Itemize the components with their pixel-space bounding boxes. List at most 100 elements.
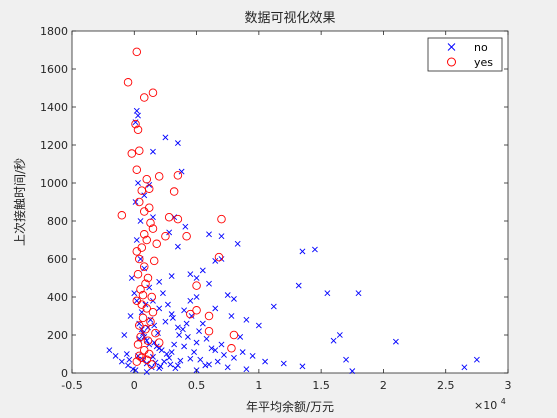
data-point-no	[392, 338, 399, 345]
data-point-no	[151, 322, 158, 329]
data-point-no	[199, 267, 206, 274]
data-point-no	[197, 356, 204, 363]
x-axis-exponent: ×10 4	[474, 397, 506, 412]
data-point-no	[160, 290, 166, 297]
y-tick-label: 1000	[40, 177, 68, 190]
data-point-no	[183, 320, 190, 327]
data-point-no	[174, 243, 181, 250]
data-point-no	[155, 330, 161, 337]
data-point-yes	[135, 351, 144, 361]
data-point-no	[231, 295, 237, 302]
data-point-no	[106, 347, 113, 354]
data-point-yes	[136, 285, 145, 294]
data-point-no	[214, 358, 221, 365]
data-point-yes	[173, 171, 183, 180]
data-point-yes	[192, 281, 201, 290]
data-point-no	[237, 333, 244, 340]
data-point-no	[243, 316, 250, 323]
data-point-yes	[186, 309, 195, 319]
data-point-no	[199, 320, 206, 327]
data-point-no	[181, 307, 188, 314]
data-point-no	[150, 148, 156, 155]
legend-yes-marker	[447, 57, 456, 67]
data-point-no	[330, 337, 337, 344]
data-point-yes	[217, 214, 226, 224]
x-tick-label: -0.5	[61, 379, 82, 392]
data-point-yes	[151, 328, 160, 338]
data-point-yes	[133, 125, 143, 135]
data-point-yes	[148, 224, 158, 233]
data-point-yes	[141, 279, 150, 288]
data-point-yes	[135, 254, 144, 264]
data-point-no	[193, 339, 200, 346]
data-point-no	[221, 352, 227, 358]
data-point-no	[355, 290, 362, 297]
data-point-yes	[132, 357, 142, 366]
data-point-yes	[204, 311, 214, 321]
y-tick-label: 200	[47, 329, 68, 342]
data-point-no	[132, 367, 139, 374]
data-point-no	[158, 347, 165, 354]
data-point-no	[206, 231, 212, 238]
data-point-no	[181, 343, 188, 350]
data-point-no	[178, 168, 185, 175]
data-point-no	[123, 351, 130, 357]
data-point-no	[193, 294, 200, 300]
x-axis-exponent-base: ×10	[474, 399, 497, 412]
data-point-no	[162, 134, 169, 141]
data-point-yes	[132, 47, 142, 57]
y-tick-label: 800	[47, 215, 68, 228]
data-point-yes	[204, 326, 214, 336]
data-point-no	[133, 107, 140, 114]
x-tick-label: 3	[505, 379, 512, 392]
data-point-no	[166, 229, 173, 236]
legend-yes-label: yes	[474, 56, 493, 69]
data-point-no	[187, 355, 194, 362]
y-tick-label: 1200	[40, 139, 68, 152]
data-point-no	[165, 301, 171, 308]
legend: no yes	[427, 37, 503, 72]
data-point-no	[135, 180, 141, 186]
data-point-no	[137, 218, 144, 224]
data-point-yes	[227, 344, 236, 353]
data-point-no	[218, 233, 225, 240]
data-point-yes	[148, 88, 158, 97]
data-point-no	[143, 337, 150, 344]
x-tick-label: 2.5	[437, 379, 455, 392]
data-point-yes	[135, 146, 144, 155]
data-point-no	[143, 369, 150, 375]
data-point-no	[231, 354, 237, 361]
data-point-no	[182, 223, 189, 230]
x-tick-label: 1.5	[312, 379, 330, 392]
data-point-no	[166, 354, 173, 361]
data-point-no	[112, 352, 119, 359]
data-point-no	[295, 282, 302, 289]
data-point-no	[224, 292, 231, 299]
data-point-no	[133, 237, 140, 243]
data-point-no	[157, 363, 164, 370]
data-point-yes	[135, 197, 144, 207]
x-tick-label: 2	[380, 379, 387, 392]
data-point-yes	[169, 187, 179, 196]
data-point-no	[168, 311, 175, 318]
data-point-no	[203, 335, 210, 342]
data-point-no	[336, 332, 343, 338]
data-point-no	[239, 349, 246, 356]
data-point-no	[196, 328, 202, 335]
y-tick-label: 600	[47, 253, 68, 266]
data-point-no	[212, 347, 219, 354]
data-point-no	[141, 192, 148, 199]
data-point-yes	[127, 149, 137, 158]
data-point-no	[206, 361, 212, 368]
plot-area	[71, 30, 509, 374]
data-point-no	[208, 345, 215, 352]
data-point-no	[299, 248, 306, 255]
data-point-no	[349, 368, 356, 375]
y-tick-label: 1400	[40, 101, 68, 114]
chart-title: 数据可视化效果	[244, 11, 335, 26]
data-point-no	[243, 366, 250, 373]
y-axis-label: 上次接触时间/秒	[12, 158, 27, 246]
data-point-no	[163, 351, 170, 357]
data-point-yes	[143, 336, 153, 345]
